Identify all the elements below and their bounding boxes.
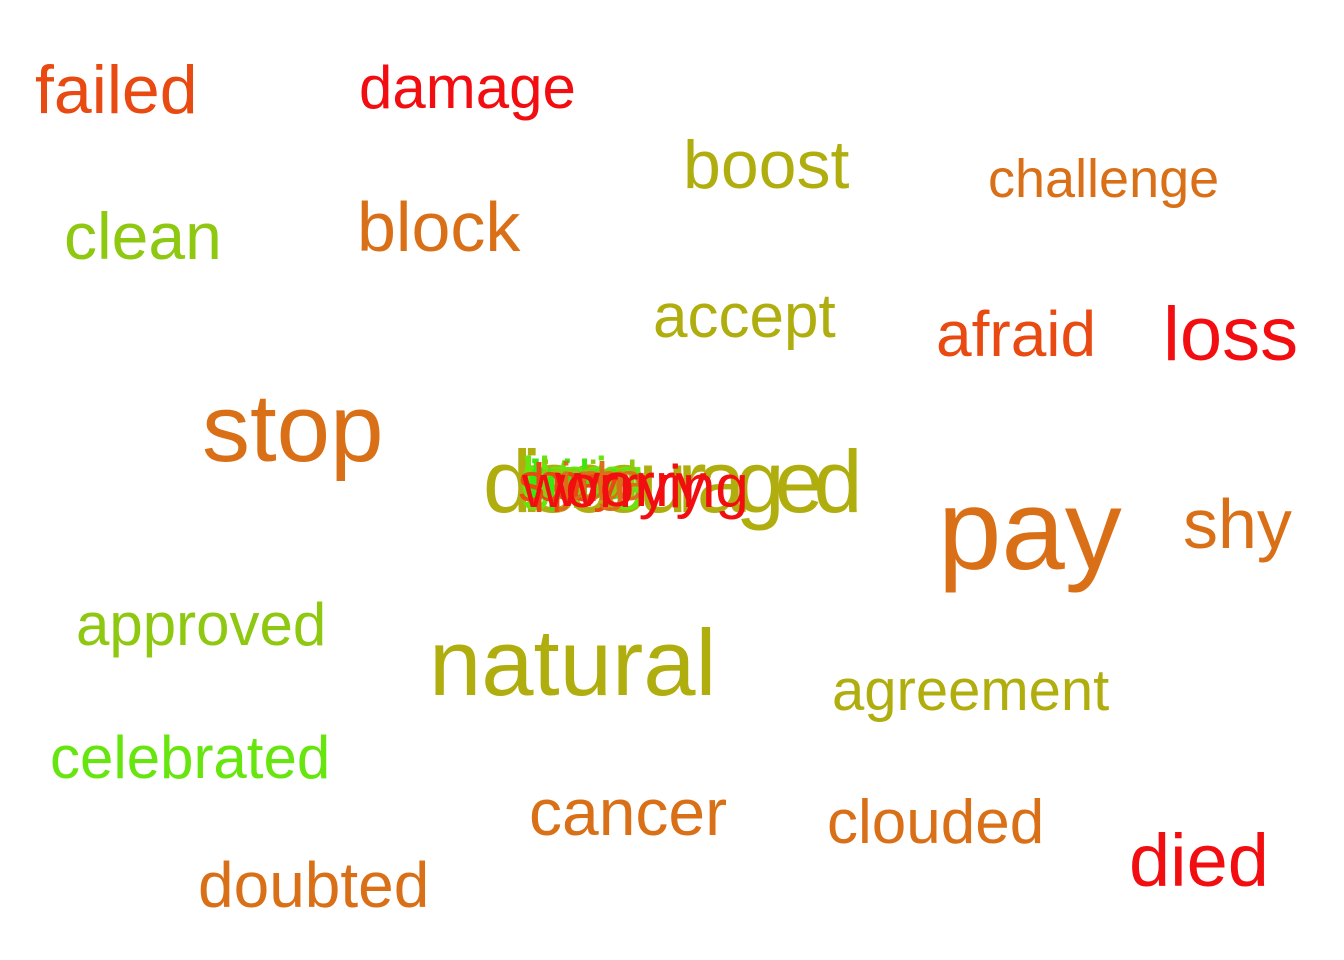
word-worry: worry — [555, 451, 707, 520]
word-shy: shy — [1183, 485, 1292, 563]
word-failed: failed — [35, 52, 198, 128]
word-damage: damage — [359, 54, 576, 121]
word-accept: accept — [653, 282, 836, 351]
word-celebrated: celebrated — [50, 724, 331, 791]
word-boost: boost — [683, 127, 850, 203]
overlap-glyph: slippery — [518, 453, 620, 513]
word-stop: stop — [202, 375, 384, 482]
word-pay: pay — [938, 467, 1122, 594]
word-worrying: worrying — [522, 453, 749, 520]
word-clean: clean — [64, 199, 222, 273]
word-loss: loss — [1163, 292, 1299, 377]
word-afraid: afraid — [936, 298, 1097, 370]
word-cancer: cancer — [529, 775, 728, 849]
word-doubted: doubted — [198, 849, 430, 921]
overlap-glyph: inspired — [540, 451, 638, 509]
word-natural: natural — [429, 610, 717, 715]
overlap-glyph: liquidate — [530, 448, 627, 511]
word-approved: approved — [76, 591, 327, 658]
overlap-glyph: lightening — [522, 446, 644, 511]
word-challenge: challenge — [988, 149, 1220, 209]
word-discouraged: discouraged — [483, 432, 862, 531]
word-agreement: agreement — [832, 658, 1110, 723]
word-block: block — [357, 188, 521, 266]
word-clouded: clouded — [827, 788, 1045, 857]
overlap-glyph: judge — [560, 452, 644, 512]
word-died: died — [1129, 819, 1269, 902]
